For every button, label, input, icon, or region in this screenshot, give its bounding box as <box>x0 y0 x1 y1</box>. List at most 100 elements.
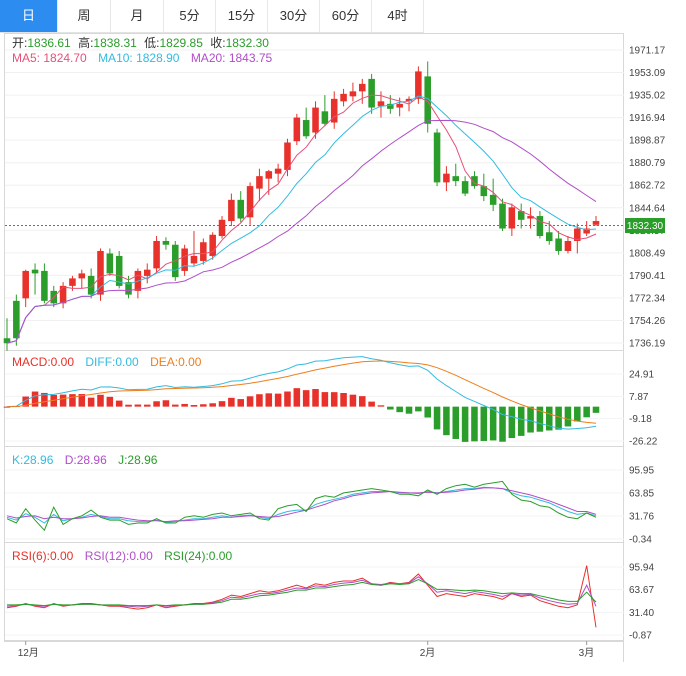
candle-body <box>583 228 590 234</box>
candle-body <box>461 181 469 194</box>
tab-4hour[interactable]: 4时 <box>372 0 424 32</box>
candle-body <box>508 207 516 229</box>
macd-bar <box>50 394 58 407</box>
macd-bar <box>574 406 581 422</box>
macd-bar <box>78 394 86 407</box>
macd-y-axis: 24.91 7.87 -9.18 -26.22 <box>629 370 658 448</box>
macd-bar <box>115 400 123 407</box>
y-tick-label: 7.87 <box>629 392 649 403</box>
y-tick-label: 1898.87 <box>629 136 666 147</box>
y-tick-label: -0.34 <box>629 535 652 546</box>
y-tick-label: 63.85 <box>629 489 654 500</box>
diff-value: DIFF:0.00 <box>85 355 139 369</box>
kdj-j-line <box>6 480 597 532</box>
candle-body <box>527 216 534 219</box>
ma5-value: MA5: 1824.70 <box>12 51 87 65</box>
dea-line <box>7 360 597 424</box>
macd-bar <box>97 394 104 407</box>
tab-30min[interactable]: 30分 <box>268 0 320 32</box>
macd-bar <box>358 396 366 407</box>
x-tick-label: 3月 <box>579 647 595 659</box>
y-tick-label: 63.67 <box>629 585 654 596</box>
candle-body <box>87 275 95 295</box>
macd-bar <box>3 406 11 408</box>
macd-bar <box>228 397 235 407</box>
y-tick-label: 1754.26 <box>629 316 666 327</box>
grid-lines <box>5 49 624 636</box>
candle-body <box>555 238 562 251</box>
main-y-axis: 1971.17 1953.09 1935.02 1916.94 1898.87 1880.… <box>629 46 666 350</box>
candle-body <box>162 240 170 245</box>
candle-body <box>97 250 104 295</box>
close-value: 1832.30 <box>226 36 270 50</box>
candle-body <box>41 270 48 301</box>
ma10-line <box>6 95 597 344</box>
k-value: K:28.96 <box>12 453 54 467</box>
open-value: 1836.61 <box>27 36 71 50</box>
candle-body <box>22 270 29 299</box>
candle-body <box>592 221 600 225</box>
candle-body <box>340 93 347 102</box>
candle-body <box>59 285 67 304</box>
j-value: J:28.96 <box>118 453 158 467</box>
macd-bar <box>536 406 544 432</box>
candle-body <box>31 269 39 274</box>
tab-month[interactable]: 月 <box>111 0 164 32</box>
candle-body <box>443 173 450 183</box>
y-tick-label: -9.18 <box>629 414 652 425</box>
macd-bar <box>489 406 497 441</box>
macd-bar <box>209 403 216 407</box>
macd-bar <box>508 406 516 439</box>
high-label: 高: <box>78 35 93 50</box>
macd-bar <box>218 401 226 407</box>
macd-bar <box>340 393 347 407</box>
macd-bar <box>405 406 413 414</box>
macd-bar <box>256 394 263 407</box>
kdj-lines <box>6 480 597 532</box>
tab-week[interactable]: 周 <box>58 0 111 32</box>
ma20-line <box>6 119 597 344</box>
candle-body <box>471 176 478 187</box>
y-tick-label: 1862.72 <box>629 181 666 192</box>
macd-bar <box>564 406 572 427</box>
tab-5min[interactable]: 5分 <box>164 0 216 32</box>
macd-bar <box>471 406 478 442</box>
candle-body <box>228 199 235 222</box>
macd-bar <box>443 406 450 436</box>
candle-body <box>106 253 114 274</box>
rsi-line-1 <box>6 565 597 628</box>
macd-bar <box>274 393 282 407</box>
tab-day[interactable]: 日 <box>0 0 58 32</box>
macd-bar <box>22 396 29 407</box>
candle-body <box>377 101 385 107</box>
macd-bar <box>480 406 488 441</box>
macd-bar <box>321 392 329 407</box>
macd-bar <box>134 404 142 407</box>
tab-15min[interactable]: 15分 <box>216 0 268 32</box>
x-tick-label: 12月 <box>18 647 39 659</box>
macd-bar <box>237 399 245 407</box>
candle-body <box>330 98 338 123</box>
low-label: 低: <box>144 36 159 50</box>
candle-body <box>368 78 375 108</box>
rsi-line-2 <box>6 576 597 608</box>
y-tick-label: -26.22 <box>629 437 658 448</box>
macd-bar <box>545 406 553 431</box>
candle-body <box>349 91 357 97</box>
close-label: 收: <box>210 36 225 50</box>
candle-body <box>312 107 319 133</box>
macd-bar <box>517 406 525 436</box>
macd-bar <box>162 400 170 407</box>
y-tick-label: 24.91 <box>629 370 654 381</box>
period-tabs: 日 周 月 5分 15分 30分 60分 4时 <box>0 0 424 33</box>
macd-bar <box>284 391 291 407</box>
candle-body <box>415 71 422 99</box>
tab-60min[interactable]: 60分 <box>320 0 372 32</box>
candle-body <box>545 232 553 241</box>
macd-header: MACD:0.00 DIFF:0.00 DEA:0.00 <box>12 355 202 369</box>
d-value: D:28.96 <box>65 453 107 467</box>
rsi6-value: RSI(6):0.00 <box>12 549 74 563</box>
y-tick-label: 1971.17 <box>629 46 666 57</box>
candle-body <box>218 219 226 237</box>
